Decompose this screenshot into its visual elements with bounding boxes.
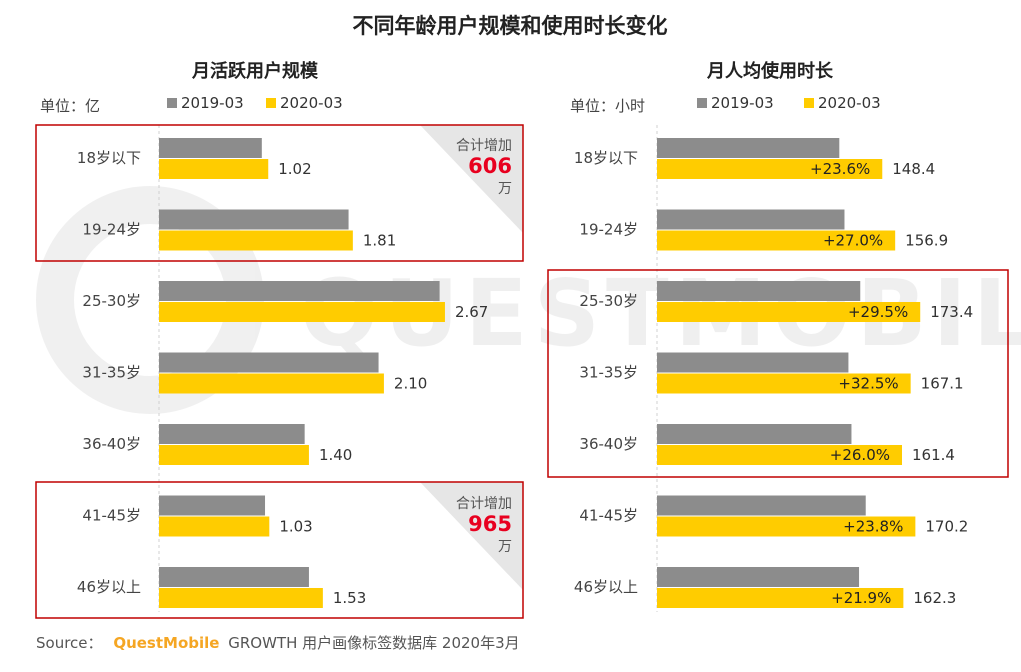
highlight-box-mau-old <box>35 481 524 619</box>
time-bar-2020-1 <box>657 230 896 251</box>
mau-bar-2020-1 <box>159 230 353 251</box>
mau-value-label-4: 1.40 <box>319 446 352 464</box>
mau-value-label-1: 1.81 <box>363 232 396 250</box>
mau-bar-2020-3 <box>159 373 384 394</box>
mau-category-label-2: 25-30岁 <box>82 292 141 310</box>
mau-value-label-5: 1.03 <box>279 518 312 536</box>
time-bar-2020-2 <box>657 302 921 322</box>
time-category-label-5: 41-45岁 <box>579 507 638 525</box>
time-legend-label-2019: 2019-03 <box>711 94 774 112</box>
mau-legend-label-2019: 2019-03 <box>181 94 244 112</box>
time-value-label-4: 161.4 <box>912 446 955 464</box>
time-category-label-6: 46岁以上 <box>574 578 638 596</box>
time-growth-label-5: +23.8% <box>843 518 903 536</box>
mau-bar-2020-6 <box>159 588 323 608</box>
callout-bottom-label: 合计增加 <box>456 496 512 512</box>
mau-value-label-3: 2.10 <box>394 375 427 393</box>
time-bar-2019-6 <box>657 567 860 587</box>
time-value-label-2: 173.4 <box>930 303 973 321</box>
time-growth-label-3: +32.5% <box>838 375 898 393</box>
time-bar-2019-0 <box>657 138 840 158</box>
mau-category-label-6: 46岁以上 <box>77 578 141 596</box>
mau-bar-2020-2 <box>159 302 445 322</box>
mau-value-label-6: 1.53 <box>333 589 366 607</box>
time-bar-2019-4 <box>657 424 852 444</box>
chart-title: 不同年龄用户规模和使用时长变化 <box>353 14 668 38</box>
mau-panel-title: 月活跃用户规模 <box>191 60 319 82</box>
mau-bar-2020-0 <box>159 159 269 179</box>
time-unit-label: 单位：小时 <box>570 97 645 115</box>
callout-top-unit: 万 <box>498 181 512 197</box>
callout-bottom-unit: 万 <box>498 539 512 555</box>
mau-value-label-2: 2.67 <box>455 303 488 321</box>
callout-triangle-top <box>420 125 523 233</box>
highlight-box-mau-young <box>35 124 524 262</box>
highlight-box-time-mid <box>547 269 1009 478</box>
mau-bar-2019-3 <box>159 352 379 373</box>
mau-bar-2019-2 <box>159 281 440 301</box>
time-legend-label-2020: 2020-03 <box>818 94 881 112</box>
callout-triangle-bottom <box>420 482 523 590</box>
time-category-label-1: 19-24岁 <box>579 221 638 239</box>
mau-category-label-0: 18岁以下 <box>77 149 141 167</box>
callout-bottom-value: 965 <box>468 512 512 536</box>
mau-legend-label-2020: 2020-03 <box>280 94 343 112</box>
source-prefix: Source： <box>36 634 103 652</box>
time-value-label-5: 170.2 <box>925 518 968 536</box>
mau-bar-2019-6 <box>159 567 309 587</box>
time-growth-label-1: +27.0% <box>823 232 883 250</box>
time-bar-2019-2 <box>657 281 861 301</box>
time-legend-swatch-2020 <box>804 98 814 108</box>
time-bar-2020-4 <box>657 445 903 465</box>
mau-category-label-4: 36-40岁 <box>82 435 141 453</box>
mau-value-label-0: 1.02 <box>278 160 311 178</box>
time-bar-2020-0 <box>657 159 883 179</box>
source-rest: GROWTH 用户画像标签数据库 2020年3月 <box>228 634 519 652</box>
mau-unit-label: 单位：亿 <box>40 97 100 115</box>
mau-bar-2019-1 <box>159 209 349 230</box>
time-growth-label-2: +29.5% <box>848 303 908 321</box>
source-brand: QuestMobile <box>113 634 219 652</box>
time-category-label-0: 18岁以下 <box>574 149 638 167</box>
mau-legend-swatch-2019 <box>167 98 177 108</box>
mau-category-label-5: 41-45岁 <box>82 507 141 525</box>
time-growth-label-0: +23.6% <box>810 160 870 178</box>
time-value-label-1: 156.9 <box>905 232 948 250</box>
time-bar-2020-3 <box>657 373 911 394</box>
source-line: Source： QuestMobile GROWTH 用户画像标签数据库 202… <box>36 634 520 652</box>
time-bar-2020-6 <box>657 588 904 608</box>
time-category-label-4: 36-40岁 <box>579 435 638 453</box>
time-value-label-3: 167.1 <box>921 375 964 393</box>
mau-category-label-3: 31-35岁 <box>82 364 141 382</box>
time-value-label-0: 148.4 <box>892 160 935 178</box>
time-category-label-3: 31-35岁 <box>579 364 638 382</box>
callout-top-value: 606 <box>468 154 512 178</box>
mau-legend-swatch-2020 <box>266 98 276 108</box>
time-bar-2019-1 <box>657 209 845 230</box>
time-growth-label-6: +21.9% <box>831 589 891 607</box>
time-growth-label-4: +26.0% <box>830 446 890 464</box>
mau-bar-2019-4 <box>159 424 305 444</box>
time-bar-2019-3 <box>657 352 849 373</box>
time-category-label-2: 25-30岁 <box>579 292 638 310</box>
mau-bar-2020-4 <box>159 445 309 465</box>
mau-bar-2020-5 <box>159 516 270 537</box>
mau-category-label-1: 19-24岁 <box>82 221 141 239</box>
time-bar-2019-5 <box>657 495 866 516</box>
time-legend-swatch-2019 <box>697 98 707 108</box>
time-panel-title: 月人均使用时长 <box>706 60 834 82</box>
time-value-label-6: 162.3 <box>913 589 956 607</box>
mau-bar-2019-5 <box>159 495 266 516</box>
mau-bar-2019-0 <box>159 138 262 158</box>
time-bar-2020-5 <box>657 516 916 537</box>
callout-top-label: 合计增加 <box>456 138 512 154</box>
